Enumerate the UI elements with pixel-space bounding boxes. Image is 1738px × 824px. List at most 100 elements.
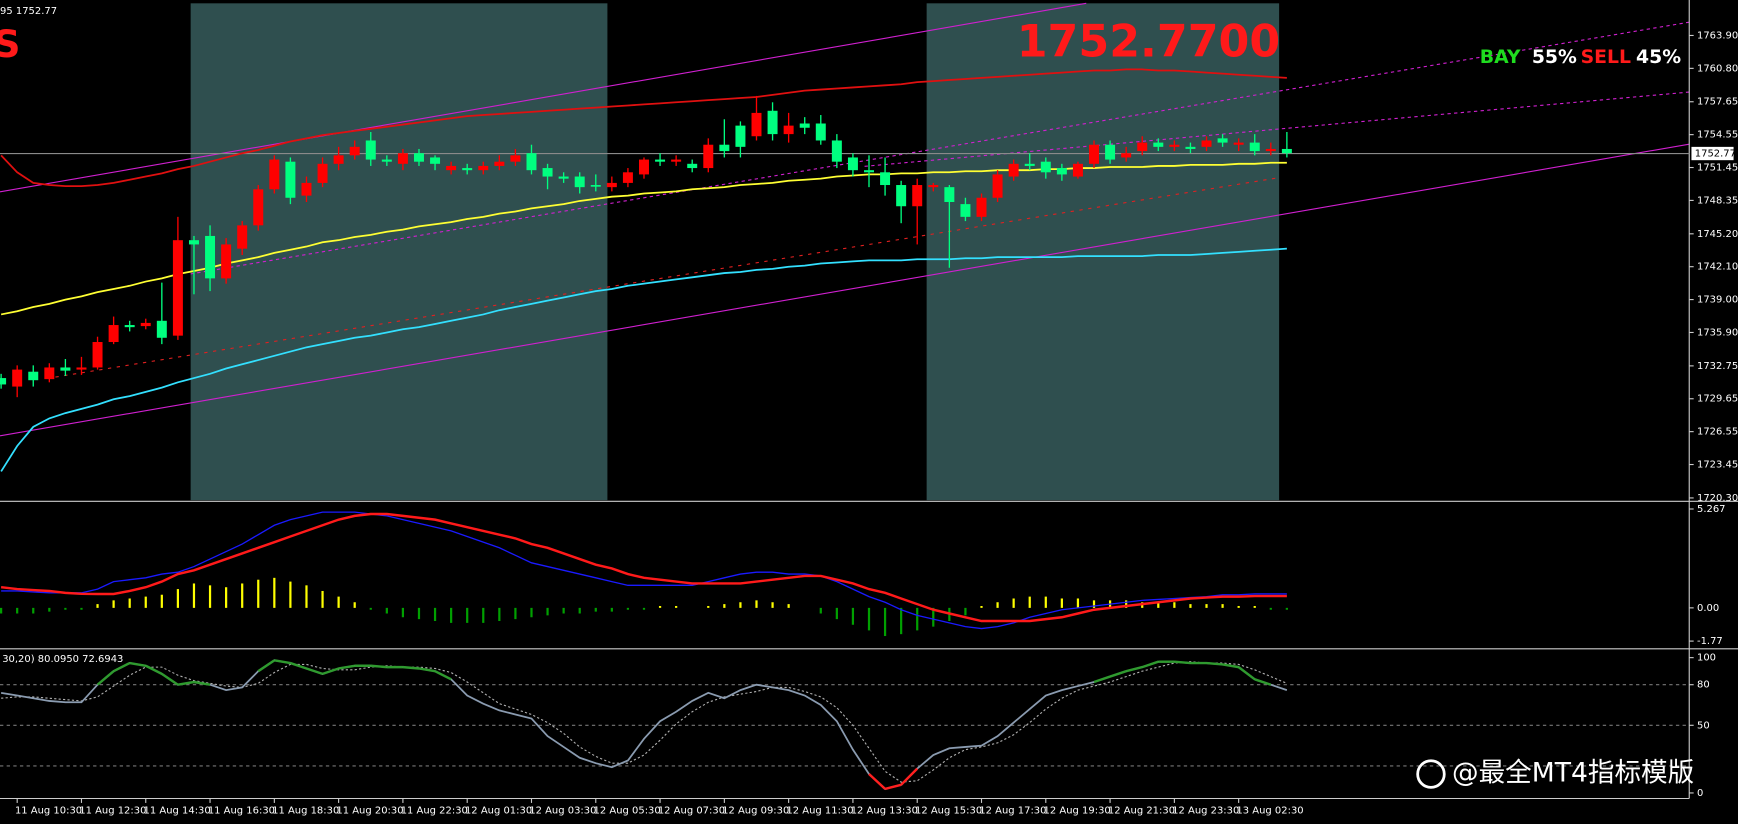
candle-body [430, 157, 441, 164]
last-price-box [1691, 146, 1734, 161]
x-tick-label: 12 Aug 09:30 [722, 806, 789, 817]
zone-segment [884, 783, 902, 791]
candle-body [880, 172, 891, 186]
candle-body [478, 165, 489, 171]
zone-segment [434, 670, 452, 681]
side-text: S [0, 22, 20, 66]
candle-body [1089, 144, 1099, 164]
zone-segment [1093, 675, 1111, 684]
x-tick-label: 12 Aug 19:30 [1044, 806, 1111, 817]
y-tick-label: 0 [1697, 788, 1703, 799]
y-tick-label: 1760.80 [1697, 63, 1738, 74]
y-tick-label: 1732.75 [1697, 361, 1738, 372]
session-band [190, 3, 608, 501]
candle-body [1233, 142, 1244, 145]
candle-body [108, 325, 119, 343]
candle-body [671, 159, 682, 162]
zone-segment [1174, 660, 1191, 665]
zone-segment [290, 661, 307, 670]
candle-body [446, 165, 457, 171]
x-tick-label: 11 Aug 20:30 [336, 806, 403, 817]
x-tick-label: 12 Aug 17:30 [979, 806, 1046, 817]
candle-body [526, 153, 537, 171]
last-price-label: 1752.77 [1695, 149, 1736, 160]
candle-body [44, 367, 55, 380]
x-tick-label: 12 Aug 05:30 [594, 806, 661, 817]
y-tick-label: 1754.55 [1697, 130, 1738, 141]
zone-segment [193, 680, 211, 686]
y-tick-label: 50 [1697, 720, 1710, 731]
candle-body [799, 123, 810, 128]
candle-body [301, 182, 312, 196]
x-tick-label: 12 Aug 01:30 [465, 806, 532, 817]
candle-body [960, 204, 971, 217]
y-tick-label: 1757.65 [1697, 97, 1738, 108]
x-tick-label: 13 Aug 02:30 [1236, 806, 1303, 817]
candle-body [237, 225, 248, 249]
candle-body [124, 325, 135, 328]
x-tick-label: 12 Aug 21:30 [1108, 806, 1175, 817]
candle-body [333, 155, 344, 164]
y-tick-label: 1739.00 [1697, 295, 1738, 306]
zone-segment [402, 665, 420, 670]
candle-body [462, 168, 473, 171]
candle-body [655, 159, 666, 162]
trend-line [190, 21, 1690, 275]
x-tick-label: 11 Aug 10:30 [15, 806, 82, 817]
y-tick-label: 1720.30 [1697, 493, 1738, 504]
x-tick-label: 11 Aug 16:30 [208, 806, 275, 817]
candle-body [606, 182, 617, 188]
candle-body [735, 125, 746, 147]
candle-body [317, 163, 328, 183]
zone-segment [129, 661, 146, 667]
trend-line [55, 176, 1281, 378]
y-tick-label: 1745.20 [1697, 229, 1738, 240]
candle-body [703, 144, 714, 169]
candle-body [285, 161, 296, 198]
candle-body [510, 155, 521, 162]
candle-body [1008, 163, 1019, 177]
candle-body [1137, 142, 1148, 152]
zone-segment [900, 767, 919, 786]
y-tick-label: 5.267 [1697, 504, 1726, 515]
candle-body [639, 159, 649, 175]
series-line [0, 512, 1287, 623]
zone-segment [1141, 660, 1159, 669]
candle-body [1265, 148, 1276, 152]
candle-body [558, 176, 569, 179]
y-tick-label: 100 [1697, 653, 1716, 664]
y-tick-label: 1763.90 [1697, 30, 1738, 41]
candle-body [205, 235, 216, 279]
candle-body [1169, 144, 1180, 147]
y-tick-label: 0.00 [1697, 603, 1719, 614]
zone-segment [96, 670, 115, 686]
watermark: @最全MT4指标模版 [1452, 758, 1694, 789]
candle-body [12, 369, 23, 387]
y-tick-label: 1723.45 [1697, 460, 1738, 471]
x-tick-label: 12 Aug 23:30 [1172, 806, 1239, 817]
candle-body [896, 185, 907, 207]
series-line [0, 247, 1287, 472]
zone-segment [418, 667, 436, 673]
x-tick-label: 11 Aug 12:30 [79, 806, 146, 817]
candle-body [494, 161, 505, 166]
series-line [0, 161, 1287, 316]
header: 95 1752.77 [0, 6, 57, 17]
candle-body [815, 123, 826, 141]
x-tick-label: 12 Aug 03:30 [529, 806, 596, 817]
candle-body [831, 140, 842, 162]
candle-body [1040, 161, 1051, 173]
plot-layer: 1763.90 1760.80 1757.65 1754.55 1751.45 1748.… [0, 30, 1738, 817]
candle-body [60, 367, 71, 371]
series-line [1, 511, 1287, 630]
candle-body [28, 371, 39, 381]
candle-body [172, 240, 183, 336]
candle-body [253, 189, 264, 226]
candle-body [1249, 142, 1260, 152]
zone-segment [1237, 666, 1256, 681]
candle-body [1072, 163, 1083, 177]
candle-body [1201, 140, 1212, 147]
candle-body [751, 112, 762, 137]
